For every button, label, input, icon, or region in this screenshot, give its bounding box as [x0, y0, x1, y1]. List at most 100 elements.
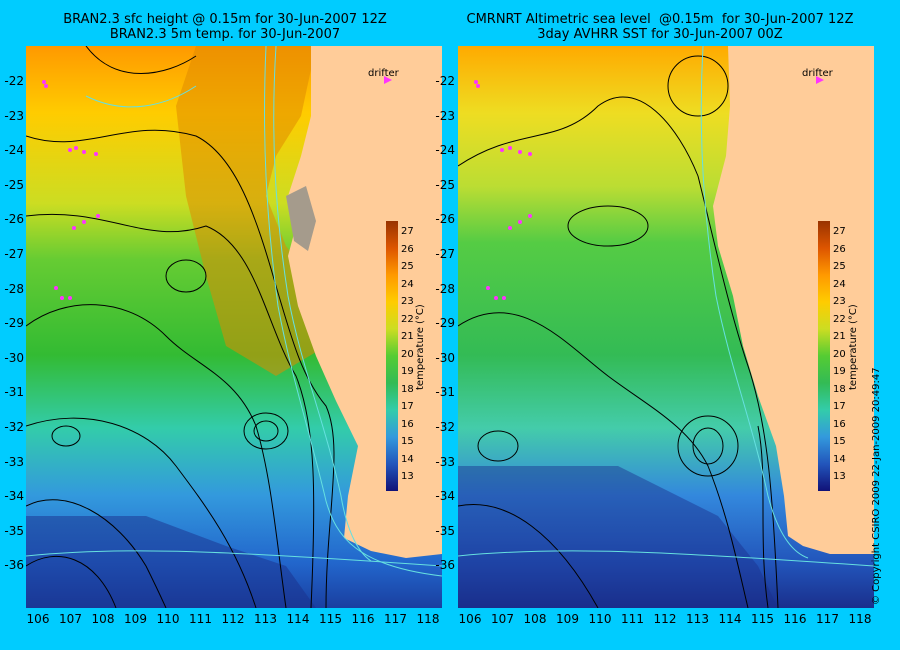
- australia-land: [713, 46, 874, 554]
- colorbar-tick-label: 18: [833, 383, 846, 395]
- left-colorbar: [386, 221, 398, 491]
- longitude-label: 117: [816, 612, 839, 626]
- longitude-label: 117: [384, 612, 407, 626]
- colorbar-tick-label: 22: [833, 313, 846, 325]
- latitude-label: -22: [4, 74, 24, 88]
- longitude-label: 116: [351, 612, 375, 626]
- latitude-label: -34: [4, 489, 24, 504]
- left-map-title: BRAN2.3 sfc height @ 0.15m for 30-Jun-20…: [10, 12, 440, 42]
- latitude-label: -27: [435, 247, 455, 261]
- latitude-label: -29: [435, 316, 455, 331]
- latitude-label: -23: [435, 108, 455, 123]
- left-title-line1: BRAN2.3 sfc height @ 0.15m for 30-Jun-20…: [63, 12, 387, 27]
- colorbar-tick-label: 24: [401, 278, 414, 290]
- bathymetry-contours: [458, 46, 874, 567]
- colorbar-tick-label: 27: [833, 226, 846, 237]
- longitude-label: 111: [621, 612, 644, 626]
- colorbar-tick-label: 21: [833, 331, 846, 342]
- colorbar-tick-label: 23: [401, 296, 414, 307]
- colorbar-tick-label: 27: [401, 226, 414, 237]
- colorbar-tick-label: 16: [833, 418, 846, 430]
- longitude-label: 113: [254, 612, 277, 626]
- latitude-label: -32: [4, 420, 24, 434]
- latitude-label: -33: [4, 454, 24, 469]
- right-colorbar: [818, 221, 830, 491]
- colorbar-tick-label: 14: [401, 453, 414, 465]
- colorbar-tick-label: 15: [833, 436, 846, 447]
- longitude-label: 107: [491, 612, 514, 626]
- colorbar-tick-label: 19: [833, 366, 846, 377]
- latitude-label: -36: [435, 558, 455, 573]
- cold-water-region: [458, 466, 778, 608]
- bathymetry-contours: [26, 46, 442, 577]
- latitude-label: -36: [4, 558, 24, 573]
- latitude-label: -34: [435, 489, 455, 504]
- latitude-label: -28: [4, 281, 24, 296]
- longitude-label: 115: [751, 612, 774, 626]
- colorbar-tick-label: 16: [401, 418, 414, 430]
- latitude-label: -26: [4, 212, 24, 227]
- longitude-label: 110: [156, 612, 180, 626]
- latitude-label: -31: [435, 385, 455, 400]
- latitude-label: -30: [4, 350, 24, 365]
- longitude-label: 108: [91, 612, 115, 626]
- longitude-label: 112: [653, 612, 677, 626]
- latitude-label: -24: [435, 143, 455, 158]
- colorbar-tick-label: 13: [401, 471, 414, 482]
- right-sst-map: [458, 46, 874, 608]
- latitude-label: -30: [435, 350, 455, 365]
- colorbar-tick-label: 17: [833, 401, 846, 412]
- longitude-label: 108: [523, 612, 547, 626]
- sea-level-contours: [26, 46, 335, 608]
- colorbar-tick-label: 20: [401, 348, 414, 360]
- right-drifter-label: drifter: [802, 68, 833, 79]
- latitude-label: -35: [435, 523, 455, 538]
- longitude-label: 106: [458, 612, 482, 626]
- latitude-label: -28: [435, 281, 455, 296]
- colorbar-tick-label: 18: [401, 383, 414, 395]
- right-colorbar-label: temperature (°C): [848, 304, 859, 390]
- right-title-line1: CMRNRT Altimetric sea level @0.15m for 3…: [466, 12, 854, 27]
- longitude-label: 114: [718, 612, 742, 626]
- longitude-label: 112: [221, 612, 245, 626]
- colorbar-tick-label: 13: [833, 471, 846, 482]
- longitude-label: 111: [189, 612, 212, 626]
- colorbar-tick-label: 24: [833, 278, 846, 290]
- sea-level-contours: [458, 55, 779, 608]
- longitude-label: 113: [686, 612, 709, 626]
- longitude-label: 109: [556, 612, 579, 626]
- left-sst-map: [26, 46, 442, 608]
- colorbar-tick-label: 17: [401, 401, 414, 412]
- colorbar-tick-label: 25: [833, 261, 846, 272]
- colorbar-tick-label: 25: [401, 261, 414, 272]
- colorbar-tick-label: 21: [401, 331, 414, 342]
- shark-bay-land: [286, 186, 316, 251]
- latitude-label: -24: [4, 143, 24, 158]
- left-drifter-label: drifter: [368, 68, 399, 79]
- left-title-line2: BRAN2.3 5m temp. for 30-Jun-2007: [109, 27, 341, 42]
- colorbar-tick-label: 23: [833, 296, 846, 307]
- colorbar-tick-label: 26: [401, 243, 414, 255]
- latitude-label: -32: [435, 420, 455, 434]
- latitude-label: -35: [4, 523, 24, 538]
- colorbar-tick-label: 19: [401, 366, 414, 377]
- drifter-tracks: [42, 76, 392, 300]
- longitude-label: 107: [59, 612, 82, 626]
- colorbar-tick-label: 22: [401, 313, 414, 325]
- australia-land: [288, 46, 442, 558]
- copyright-notice: © Copyright CSIRO 2009 22-Jan-2009 20:49…: [871, 367, 882, 605]
- latitude-label: -27: [4, 247, 24, 261]
- latitude-label: -25: [435, 177, 455, 192]
- right-map-title: CMRNRT Altimetric sea level @0.15m for 3…: [445, 12, 875, 42]
- latitude-label: -25: [4, 177, 24, 192]
- longitude-label: 109: [124, 612, 147, 626]
- colorbar-tick-label: 14: [833, 453, 846, 465]
- longitude-label: 116: [783, 612, 807, 626]
- colorbar-tick-label: 20: [833, 348, 846, 360]
- drifter-tracks: [474, 76, 824, 300]
- longitude-label: 106: [26, 612, 50, 626]
- longitude-label: 114: [286, 612, 310, 626]
- longitude-label: 115: [319, 612, 342, 626]
- latitude-label: -22: [435, 74, 455, 88]
- longitude-label: 118: [416, 612, 440, 626]
